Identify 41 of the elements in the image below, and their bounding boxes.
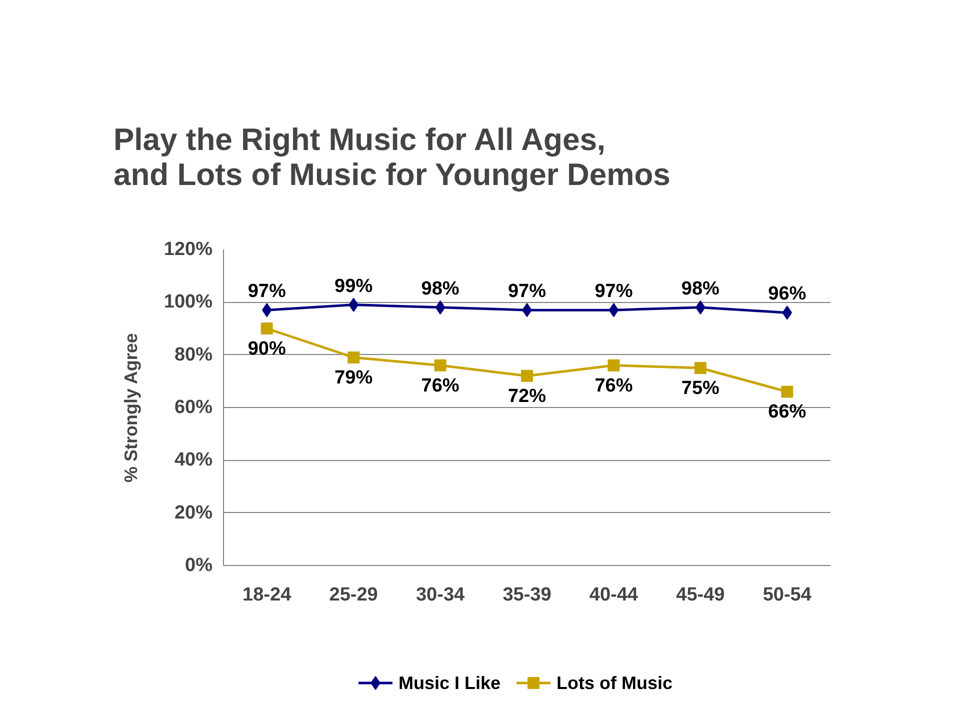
data-label: 98%	[421, 278, 460, 300]
y-tick-label: 20%	[174, 502, 213, 524]
point	[348, 351, 360, 364]
x-tick-label: 30-34	[416, 584, 466, 606]
point	[434, 359, 446, 372]
y-tick-label: 0%	[185, 555, 213, 576]
data-label: 99%	[334, 276, 373, 297]
x-tick-label: 40-44	[589, 584, 638, 606]
legend-label: Music I Like	[398, 673, 501, 693]
y-tick-label: 100%	[164, 292, 213, 313]
point	[260, 322, 273, 334]
data-label: 97%	[248, 281, 286, 302]
data-label: 97%	[508, 281, 546, 302]
x-tick-label: 18-24	[242, 584, 292, 606]
data-label: 97%	[594, 281, 633, 302]
y-tick-label: 120%	[164, 239, 213, 260]
data-label: 96%	[768, 284, 806, 305]
point	[694, 362, 706, 374]
data-label: 98%	[681, 278, 720, 300]
x-tick-label: 50-54	[762, 584, 812, 606]
data-label: 66%	[768, 402, 806, 423]
point	[781, 386, 794, 398]
chart-title: Play the Right Music for All Ages, and Lots of Music for Younger Demos	[114, 122, 670, 192]
x-tick-label: 35-39	[502, 584, 552, 606]
y-axis-title: % Strongly Agree	[120, 333, 141, 483]
data-label: 75%	[681, 378, 720, 399]
point	[435, 300, 446, 314]
x-tick-label: 45-49	[676, 584, 725, 606]
point	[608, 303, 619, 318]
data-label: 90%	[248, 338, 286, 360]
legend-label: Lots of Music	[556, 673, 672, 693]
data-label: 72%	[508, 386, 546, 407]
y-tick-label: 60%	[174, 397, 213, 418]
y-tick-label: 80%	[174, 344, 213, 366]
data-label: 76%	[594, 375, 633, 396]
x-tick-label: 25-29	[329, 584, 378, 606]
point	[521, 370, 533, 382]
data-label: 76%	[421, 375, 460, 396]
data-label: 79%	[334, 367, 373, 388]
point	[608, 359, 620, 372]
y-tick-label: 40%	[174, 450, 213, 471]
